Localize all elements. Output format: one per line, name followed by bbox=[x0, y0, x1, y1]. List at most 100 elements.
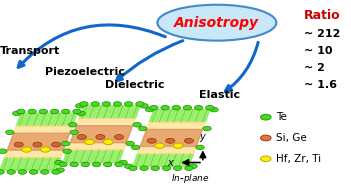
Circle shape bbox=[260, 114, 271, 120]
Circle shape bbox=[28, 109, 37, 114]
Polygon shape bbox=[140, 129, 203, 146]
Text: $\mathit{In}$-$\mathit{plane}$: $\mathit{In}$-$\mathit{plane}$ bbox=[171, 172, 210, 185]
Circle shape bbox=[189, 164, 197, 169]
Circle shape bbox=[196, 145, 204, 150]
Polygon shape bbox=[16, 113, 77, 126]
Circle shape bbox=[22, 147, 32, 152]
Polygon shape bbox=[5, 126, 72, 158]
Circle shape bbox=[260, 135, 271, 141]
Circle shape bbox=[114, 135, 124, 139]
Circle shape bbox=[203, 126, 211, 131]
Circle shape bbox=[17, 109, 25, 114]
Circle shape bbox=[104, 162, 112, 167]
Circle shape bbox=[133, 122, 141, 127]
Circle shape bbox=[183, 105, 192, 110]
Circle shape bbox=[166, 138, 175, 143]
Circle shape bbox=[39, 109, 48, 114]
Circle shape bbox=[129, 166, 137, 170]
Circle shape bbox=[80, 102, 88, 106]
Circle shape bbox=[150, 105, 158, 110]
Text: Hf, Zr, Ti: Hf, Zr, Ti bbox=[276, 154, 322, 164]
Text: ~ 10: ~ 10 bbox=[304, 46, 333, 56]
Circle shape bbox=[33, 142, 42, 147]
Text: ~ 212: ~ 212 bbox=[304, 29, 341, 39]
Circle shape bbox=[115, 162, 123, 167]
Circle shape bbox=[52, 142, 61, 147]
Text: Piezoelectric: Piezoelectric bbox=[46, 67, 125, 77]
Circle shape bbox=[18, 170, 27, 174]
Circle shape bbox=[41, 170, 49, 174]
Circle shape bbox=[59, 162, 67, 167]
Circle shape bbox=[194, 105, 203, 110]
Circle shape bbox=[85, 139, 94, 145]
Circle shape bbox=[92, 162, 101, 167]
Circle shape bbox=[140, 166, 148, 170]
Circle shape bbox=[119, 160, 127, 165]
Text: Te: Te bbox=[276, 112, 287, 122]
Circle shape bbox=[173, 143, 183, 148]
Circle shape bbox=[103, 139, 113, 145]
Circle shape bbox=[70, 130, 78, 135]
Text: Anisotropy: Anisotropy bbox=[174, 16, 259, 30]
Polygon shape bbox=[138, 122, 205, 154]
Circle shape bbox=[113, 102, 122, 106]
Circle shape bbox=[0, 170, 4, 174]
Polygon shape bbox=[70, 126, 133, 143]
Ellipse shape bbox=[157, 5, 276, 41]
Circle shape bbox=[136, 102, 144, 106]
Circle shape bbox=[147, 138, 156, 143]
Circle shape bbox=[210, 107, 218, 112]
Circle shape bbox=[102, 102, 111, 106]
Circle shape bbox=[50, 109, 59, 114]
Circle shape bbox=[68, 122, 77, 127]
Text: Dielectric: Dielectric bbox=[105, 80, 164, 90]
Circle shape bbox=[56, 168, 64, 172]
Circle shape bbox=[206, 105, 214, 110]
Polygon shape bbox=[7, 133, 69, 150]
Polygon shape bbox=[79, 106, 140, 118]
Circle shape bbox=[96, 135, 105, 139]
Circle shape bbox=[61, 141, 70, 146]
Circle shape bbox=[185, 166, 193, 170]
Polygon shape bbox=[63, 150, 124, 163]
Text: Ratio: Ratio bbox=[304, 9, 341, 22]
Polygon shape bbox=[68, 118, 135, 150]
Circle shape bbox=[155, 143, 164, 148]
Circle shape bbox=[40, 147, 50, 152]
Circle shape bbox=[63, 149, 71, 153]
Circle shape bbox=[52, 170, 60, 174]
Text: ~ 1.6: ~ 1.6 bbox=[304, 80, 337, 90]
Circle shape bbox=[81, 162, 90, 167]
Circle shape bbox=[14, 142, 23, 147]
Circle shape bbox=[146, 107, 154, 112]
Text: $x$: $x$ bbox=[167, 158, 175, 167]
Polygon shape bbox=[133, 154, 193, 166]
Circle shape bbox=[6, 130, 14, 135]
Circle shape bbox=[173, 166, 182, 170]
Circle shape bbox=[172, 105, 180, 110]
Circle shape bbox=[73, 109, 81, 114]
Circle shape bbox=[91, 102, 99, 106]
Circle shape bbox=[77, 111, 85, 116]
Circle shape bbox=[70, 162, 78, 167]
Circle shape bbox=[140, 104, 148, 108]
Circle shape bbox=[260, 156, 271, 162]
Circle shape bbox=[139, 126, 147, 131]
Text: ~ 2: ~ 2 bbox=[304, 63, 325, 73]
Circle shape bbox=[162, 166, 171, 170]
Polygon shape bbox=[149, 110, 210, 122]
Polygon shape bbox=[0, 158, 61, 170]
Circle shape bbox=[125, 164, 133, 169]
Circle shape bbox=[126, 141, 134, 146]
Text: $y$: $y$ bbox=[199, 132, 207, 144]
Circle shape bbox=[0, 149, 7, 153]
Circle shape bbox=[184, 138, 193, 143]
Text: Transport: Transport bbox=[0, 46, 60, 56]
Circle shape bbox=[13, 111, 21, 116]
Circle shape bbox=[132, 145, 140, 150]
Circle shape bbox=[125, 102, 133, 106]
Circle shape bbox=[151, 166, 159, 170]
Circle shape bbox=[161, 105, 169, 110]
Circle shape bbox=[54, 160, 63, 165]
Text: Elastic: Elastic bbox=[199, 90, 240, 99]
